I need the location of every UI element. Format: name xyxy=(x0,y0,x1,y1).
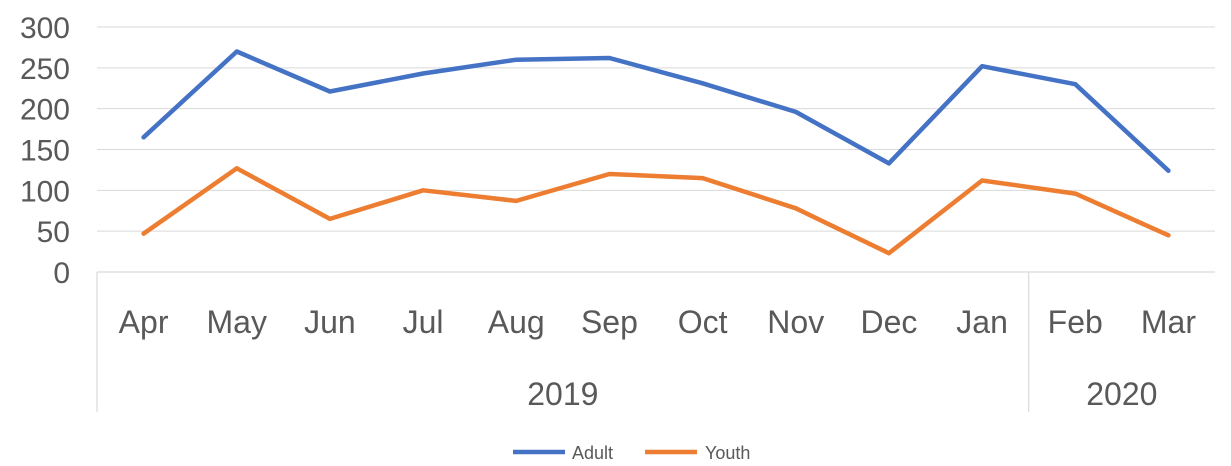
data-point xyxy=(141,231,146,236)
legend-label: Adult xyxy=(572,443,613,463)
y-tick-label: 50 xyxy=(37,216,70,249)
data-point xyxy=(234,166,239,171)
data-point xyxy=(1073,191,1078,196)
data-point xyxy=(514,57,519,62)
data-point xyxy=(327,216,332,221)
x-tick-label: Jan xyxy=(956,304,1008,340)
series-lines xyxy=(141,49,1171,256)
x-tick-label: Feb xyxy=(1048,304,1103,340)
legend-label: Youth xyxy=(705,443,750,463)
x-group-label: 2019 xyxy=(527,376,598,412)
data-point xyxy=(700,176,705,181)
x-tick-label: Oct xyxy=(678,304,728,340)
y-axis-ticks: 0 50 100 150 200 250 300 xyxy=(20,12,70,290)
data-point xyxy=(234,49,239,54)
data-point xyxy=(607,56,612,61)
data-point xyxy=(1166,233,1171,238)
data-point xyxy=(980,64,985,69)
data-point xyxy=(793,206,798,211)
gridlines xyxy=(97,26,1215,232)
y-tick-label: 250 xyxy=(20,53,70,86)
series-line-adult xyxy=(141,49,1171,173)
y-tick-label: 0 xyxy=(53,257,70,290)
data-point xyxy=(886,161,891,166)
data-point xyxy=(1073,82,1078,87)
series-line-youth xyxy=(141,166,1171,256)
x-tick-label: Jul xyxy=(403,304,444,340)
data-point xyxy=(700,81,705,86)
y-tick-label: 200 xyxy=(20,94,70,127)
y-tick-label: 100 xyxy=(20,175,70,208)
x-tick-label: Aug xyxy=(488,304,545,340)
legend: Adult Youth xyxy=(513,443,750,463)
x-axis: Apr May Jun Jul Aug Sep Oct Nov Dec Jan Feb Mar 2019… xyxy=(96,271,1215,412)
y-tick-label: 300 xyxy=(20,12,70,45)
x-tick-label: Apr xyxy=(119,304,169,340)
data-point xyxy=(141,135,146,140)
x-tick-label: Jun xyxy=(304,304,356,340)
data-point xyxy=(886,251,891,256)
data-point xyxy=(980,178,985,183)
x-tick-label: May xyxy=(207,304,267,340)
x-tick-label: Sep xyxy=(581,304,638,340)
data-point xyxy=(514,198,519,203)
x-tick-label: Dec xyxy=(860,304,917,340)
data-point xyxy=(421,188,426,193)
data-point xyxy=(793,109,798,114)
data-point xyxy=(607,172,612,176)
x-tick-label: Mar xyxy=(1141,304,1196,340)
x-tick-label: Nov xyxy=(767,304,824,340)
y-tick-label: 150 xyxy=(20,135,70,168)
data-point xyxy=(1166,168,1171,173)
data-point xyxy=(327,89,332,94)
data-point xyxy=(421,71,426,76)
x-group-label: 2020 xyxy=(1086,376,1157,412)
